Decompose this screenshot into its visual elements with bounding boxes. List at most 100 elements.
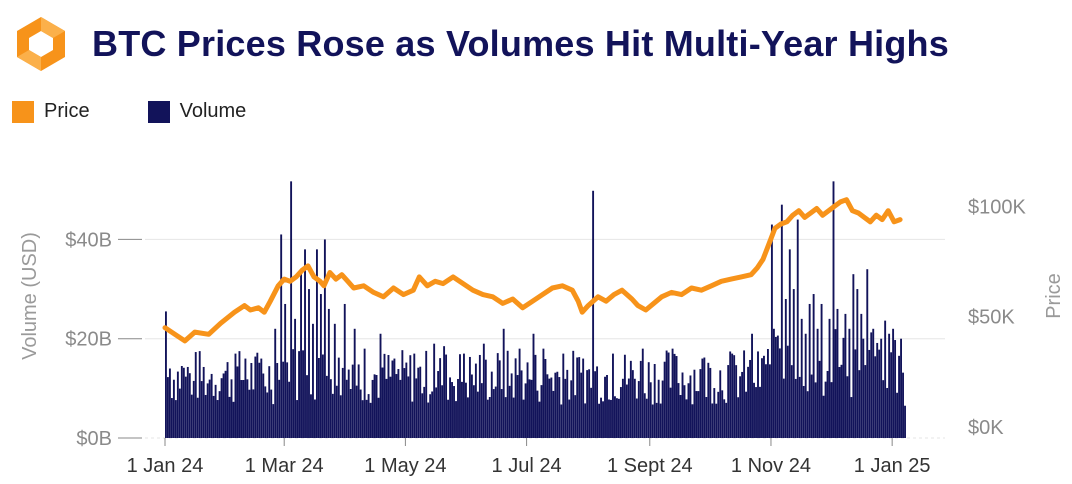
volume-bar <box>671 348 674 438</box>
volume-bar <box>290 181 293 438</box>
volume-bar <box>723 399 726 438</box>
x-axis-tick-label: 1 Jul 24 <box>492 455 562 477</box>
volume-bar <box>389 376 392 438</box>
volume-bar <box>353 328 356 438</box>
volume-bar <box>461 381 463 438</box>
volume-bar <box>695 391 698 438</box>
volume-bar <box>788 249 791 438</box>
volume-bar <box>582 358 585 438</box>
volume-bar <box>637 381 640 438</box>
volume-bar <box>218 391 221 438</box>
volume-bar <box>486 399 489 438</box>
volume-bar <box>174 400 177 438</box>
volume-bar <box>665 350 668 438</box>
volume-bar <box>898 355 901 438</box>
volume-bar <box>463 353 465 438</box>
volume-bar <box>820 303 823 438</box>
volume-bar <box>810 374 813 438</box>
volume-bar <box>196 397 199 438</box>
volume-bar <box>641 348 644 438</box>
volume-bar <box>252 389 255 438</box>
volume-bar <box>610 399 612 438</box>
volume-bar <box>306 375 308 438</box>
volume-bar <box>860 313 863 438</box>
volume-bar <box>323 239 326 438</box>
right-axis-title: Price <box>1043 273 1065 319</box>
volume-bar <box>578 357 581 438</box>
volume-bar <box>615 398 618 438</box>
volume-bar <box>751 333 753 438</box>
volume-bar <box>584 403 587 438</box>
volume-bar <box>782 378 785 438</box>
volume-bar <box>415 378 418 438</box>
volume-bar <box>830 382 833 438</box>
volume-bar <box>339 395 342 438</box>
volume-bar <box>214 384 217 438</box>
volume-bar <box>419 366 422 438</box>
volume-bar <box>614 396 616 438</box>
volume-bar <box>804 333 807 438</box>
volume-bar <box>280 234 283 438</box>
volume-bar <box>204 394 207 438</box>
volume-bar <box>331 393 334 438</box>
volume-bar <box>776 335 779 438</box>
volume-bar <box>369 402 372 438</box>
volume-bar <box>651 404 654 438</box>
volume-bar <box>405 362 408 438</box>
volume-bar <box>274 328 277 438</box>
legend-swatch-volume <box>147 100 170 123</box>
x-axis-tick-label: 1 May 24 <box>364 455 446 477</box>
volume-bar <box>532 333 535 438</box>
volume-bar <box>329 379 332 438</box>
volume-bar <box>474 363 477 438</box>
volume-bar <box>447 399 450 438</box>
volume-bar <box>449 377 451 438</box>
volume-bar <box>439 358 442 438</box>
volume-bar <box>482 343 485 438</box>
volume-bar <box>703 357 706 438</box>
volume-bar <box>443 346 446 438</box>
volume-bar <box>222 373 225 438</box>
volume-bar <box>850 397 853 438</box>
volume-bar <box>842 337 845 438</box>
volume-bar <box>246 379 249 438</box>
volume-bar <box>383 353 386 438</box>
volume-bar <box>894 340 897 438</box>
volume-bar <box>210 373 213 438</box>
volume-bar <box>206 383 209 438</box>
volume-bar <box>856 289 859 438</box>
volume-bar <box>315 249 318 438</box>
volume-bar <box>457 379 459 438</box>
volume-bar <box>699 369 702 438</box>
volume-bar <box>296 400 299 438</box>
volume-bar <box>717 391 720 438</box>
volume-bar <box>766 349 769 438</box>
volume-bar <box>242 379 245 438</box>
volume-bar <box>689 375 692 438</box>
volume-bar <box>707 362 710 438</box>
volume-bar <box>800 318 803 438</box>
volume-bar <box>194 352 197 438</box>
volume-bar <box>510 373 513 438</box>
volume-bar <box>514 358 517 438</box>
volume-bar <box>349 389 352 438</box>
volume-bar <box>556 371 559 438</box>
volume-bar <box>367 394 370 438</box>
left-axis-tick-label: $0B <box>76 428 112 450</box>
volume-bar <box>713 388 716 438</box>
volume-bar <box>343 303 346 438</box>
volume-bar <box>459 354 461 438</box>
volume-bar <box>268 366 271 438</box>
volume-bar <box>655 402 658 438</box>
volume-bar <box>377 397 380 438</box>
volume-bar <box>824 381 827 438</box>
volume-bar <box>749 359 751 438</box>
volume-bar <box>848 328 851 438</box>
volume-bar <box>902 372 904 438</box>
right-axis-tick-label: $0K <box>968 417 1004 439</box>
volume-bar <box>200 381 203 438</box>
volume-bar <box>673 353 676 438</box>
volume-bar <box>208 379 211 438</box>
volume-bar <box>755 387 757 438</box>
volume-bar <box>598 403 601 438</box>
